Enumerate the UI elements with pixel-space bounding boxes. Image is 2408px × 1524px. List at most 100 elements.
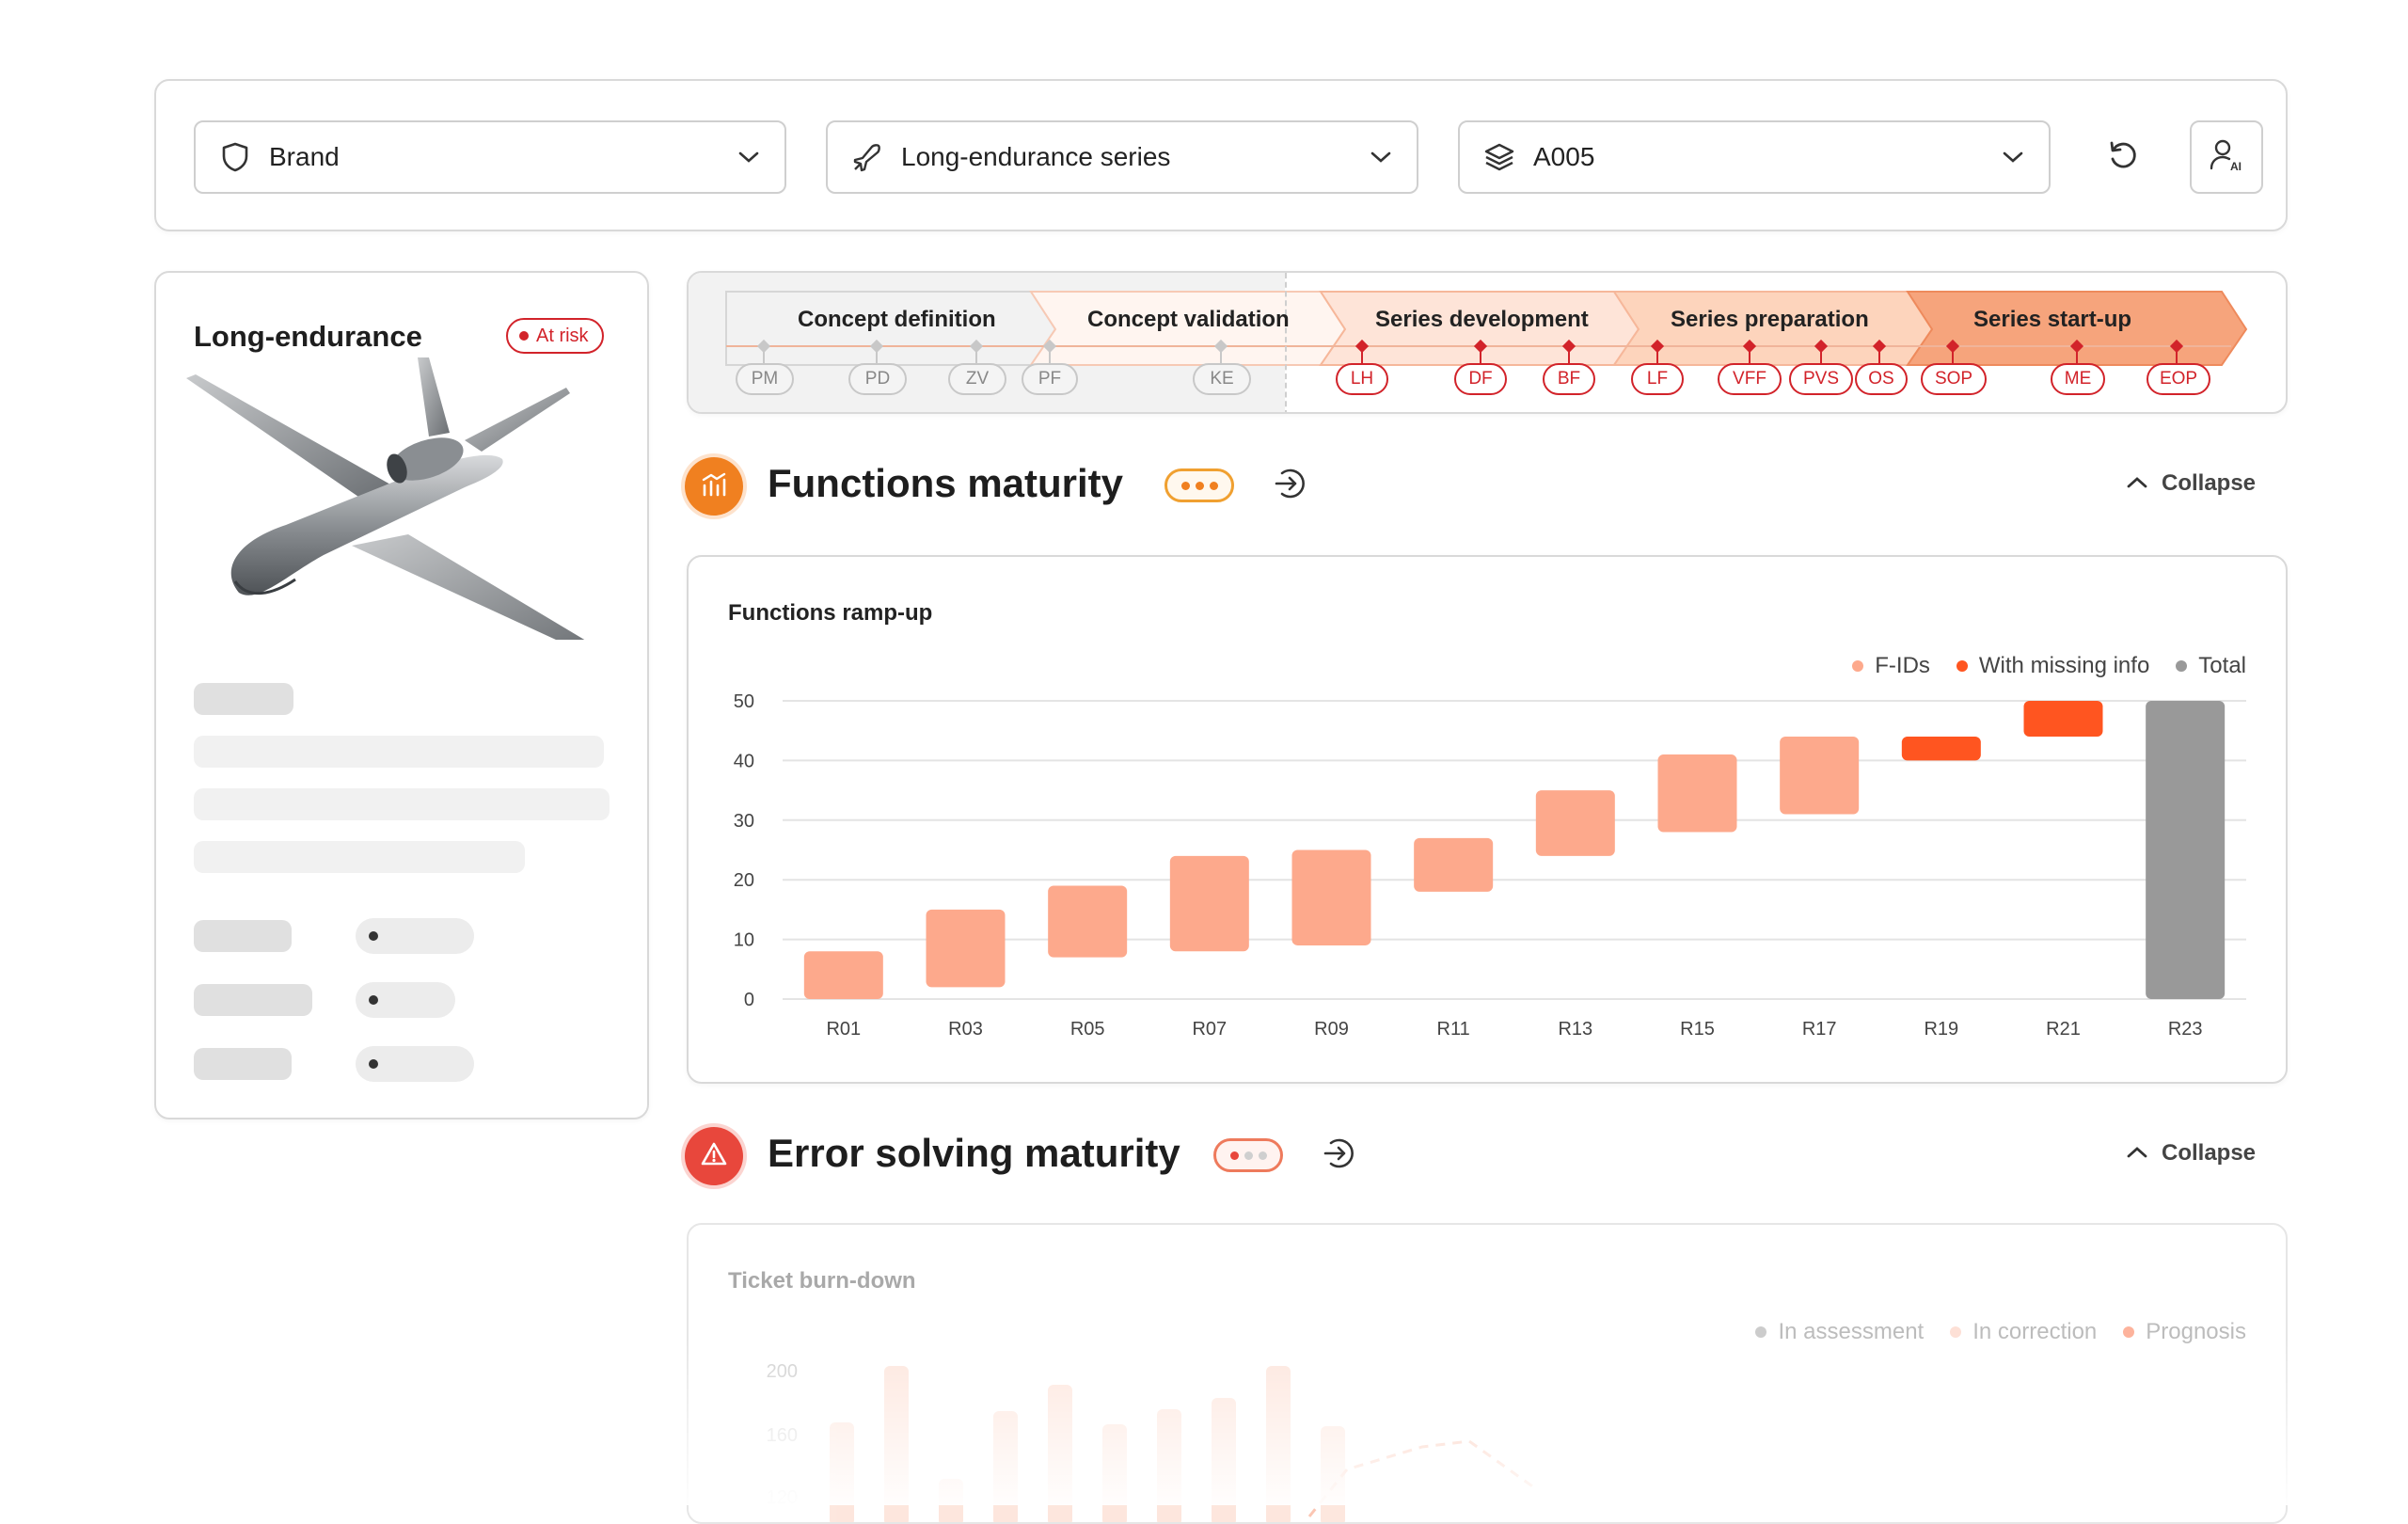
bar-r11[interactable] (1414, 837, 1494, 892)
x-tick-label: R09 (1314, 1019, 1349, 1040)
phase-label: Concept validation (1087, 307, 1290, 332)
chart-title: Functions ramp-up (728, 600, 933, 626)
y-tick-label: 10 (734, 930, 754, 951)
y-tick-label: 30 (734, 811, 754, 832)
status-indicator[interactable] (1213, 1138, 1283, 1172)
variant-select-label: A005 (1533, 142, 1595, 171)
series-select[interactable]: Long-endurance series (826, 120, 1418, 194)
legend-swatch (2123, 1326, 2135, 1338)
bottom-fade (658, 1336, 2352, 1505)
bar-r03[interactable] (926, 909, 1006, 988)
chevron-down-icon (736, 144, 762, 170)
x-tick-label: R23 (2168, 1019, 2203, 1040)
skeleton-line (194, 841, 525, 873)
x-tick-label: R01 (826, 1019, 861, 1040)
milestone-bf[interactable]: BF (1543, 363, 1595, 395)
skeleton-line (194, 788, 610, 820)
chevron-down-icon (2000, 144, 2026, 170)
milestone-pd[interactable]: PD (848, 363, 907, 395)
milestone-lf[interactable]: LF (1631, 363, 1684, 395)
status-dot (519, 331, 529, 341)
bar-r15[interactable] (1657, 754, 1737, 833)
legend-item[interactable]: F-IDs (1852, 653, 1930, 679)
layers-icon (1482, 140, 1516, 174)
legend-swatch (1852, 660, 1864, 672)
legend-label: With missing info (1978, 653, 2150, 678)
milestone-os[interactable]: OS (1855, 363, 1908, 395)
bar-r17[interactable] (1780, 737, 1860, 815)
milestone-zv[interactable]: ZV (948, 363, 1006, 395)
legend-item[interactable]: With missing info (1956, 653, 2149, 679)
phase-arrows (725, 291, 2248, 366)
status-indicator[interactable] (1164, 468, 1234, 502)
skeleton-label (194, 1048, 292, 1080)
x-tick-label: R21 (2046, 1019, 2081, 1040)
chevron-down-icon (1368, 144, 1394, 170)
x-tick-label: R07 (1192, 1019, 1227, 1040)
vehicle-card[interactable]: Long-endurance At risk (154, 271, 649, 1119)
legend-swatch (1755, 1326, 1767, 1338)
x-tick-label: R15 (1680, 1019, 1715, 1040)
skeleton-label (194, 920, 292, 952)
navigate-button[interactable] (1321, 1136, 1358, 1174)
y-tick-label: 20 (734, 870, 754, 891)
shield-icon (218, 140, 252, 174)
navigate-button[interactable] (1272, 467, 1309, 504)
x-tick-label: R11 (1437, 1019, 1470, 1040)
series-select-label: Long-endurance series (901, 142, 1171, 171)
collapse-button[interactable]: Collapse (2126, 1140, 2256, 1167)
reset-button[interactable] (2086, 120, 2160, 194)
arrow-right-circle-icon (1322, 1135, 1357, 1176)
bar-r19[interactable] (1901, 737, 1981, 761)
chevron-up-icon (2126, 1140, 2148, 1167)
milestone-pvs[interactable]: PVS (1789, 363, 1853, 395)
legend-swatch (1950, 1326, 1962, 1338)
milestone-vff[interactable]: VFF (1718, 363, 1782, 395)
functions-section-title: Functions maturity (768, 461, 1124, 505)
y-tick-label: 40 (734, 751, 754, 771)
svg-text:AI: AI (2230, 160, 2242, 173)
legend-swatch (2176, 660, 2188, 672)
x-tick-label: R05 (1070, 1019, 1105, 1040)
milestone-eop[interactable]: EOP (2147, 363, 2210, 395)
error-section-icon (685, 1127, 743, 1185)
milestone-sop[interactable]: SOP (1921, 363, 1987, 395)
variant-select[interactable]: A005 (1458, 120, 2051, 194)
ai-assistant-button[interactable]: AI (2190, 120, 2263, 194)
skeleton-pill (356, 918, 474, 954)
collapse-label: Collapse (2162, 1140, 2257, 1166)
chevron-up-icon (2126, 470, 2148, 497)
legend-item[interactable]: Total (2176, 653, 2246, 679)
milestone-df[interactable]: DF (1454, 363, 1507, 395)
drone-image (186, 357, 585, 640)
bar-r21[interactable] (2023, 701, 2103, 738)
bar-r09[interactable] (1291, 849, 1371, 945)
bar-r23[interactable] (2146, 701, 2226, 999)
plane-icon (850, 140, 884, 174)
x-tick-label: R13 (1558, 1019, 1592, 1040)
milestone-me[interactable]: ME (2051, 363, 2105, 395)
milestone-pf[interactable]: PF (1022, 363, 1078, 395)
milestone-lh[interactable]: LH (1336, 363, 1388, 395)
milestone-pm[interactable]: PM (736, 363, 794, 395)
filter-bar: Brand Long-endurance series A005 AI (154, 79, 2288, 231)
skeleton-label (194, 984, 312, 1016)
collapse-button[interactable]: Collapse (2126, 470, 2256, 497)
x-tick-label: R17 (1802, 1019, 1837, 1040)
bar-r07[interactable] (1169, 855, 1249, 952)
functions-section-icon (685, 457, 743, 516)
legend-label: F-IDs (1875, 653, 1930, 678)
chart-up-icon (700, 470, 728, 503)
milestone-ke[interactable]: KE (1193, 363, 1251, 395)
bar-r05[interactable] (1048, 885, 1128, 958)
phase-label: Series start-up (1973, 307, 2132, 332)
collapse-label: Collapse (2162, 470, 2257, 496)
chart-title: Ticket burn-down (728, 1268, 916, 1294)
functions-ramp-up-chart: 0 10 20 30 40 50 R01 R03 R05 R07 R09 R11 R13 R15 R17 R1… (734, 691, 2246, 1040)
brand-select[interactable]: Brand (194, 120, 786, 194)
refresh-icon (2106, 138, 2140, 177)
warning-icon (700, 1140, 728, 1173)
skeleton-line (194, 736, 604, 768)
bar-r13[interactable] (1535, 790, 1615, 856)
bar-r01[interactable] (803, 951, 883, 999)
